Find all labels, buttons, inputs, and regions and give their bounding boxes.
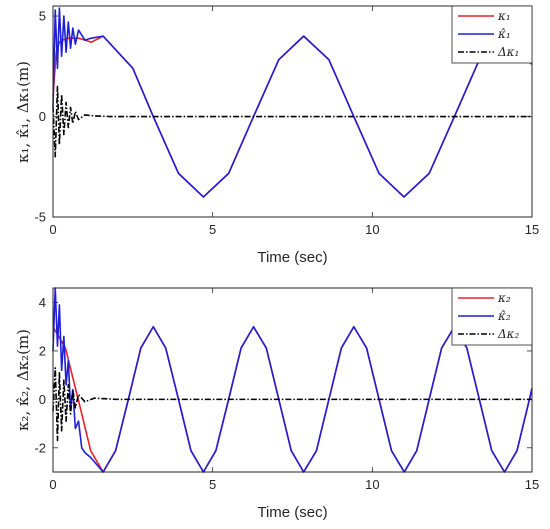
legend-label-kappa2: κ₂: [497, 291, 511, 305]
legend-top: κ₁ κ̂₁ Δκ₁: [451, 5, 533, 64]
x-tick-label-top: 5: [209, 222, 216, 237]
legend-label-kappa1-hat: κ̂₁: [497, 27, 511, 41]
series-line-estimate-top: [52, 7, 533, 198]
legend-label-kappa2-hat: κ̂₂: [497, 309, 511, 323]
x-tick-label-bottom: 15: [525, 477, 539, 492]
y-tick-label-bottom: 4: [39, 295, 46, 310]
x-tick-label-top: 15: [525, 222, 539, 237]
x-axis-label-bottom: Time (sec): [257, 504, 327, 521]
x-tick-label-top: 10: [365, 222, 379, 237]
axes-box-bottom: [52, 287, 533, 473]
y-tick-label-bottom: 2: [39, 343, 46, 358]
y-tick-label-top: 0: [39, 109, 46, 124]
legend-bottom: κ₂ κ̂₂ Δκ₂: [451, 287, 533, 346]
x-tick-label-bottom: 5: [209, 477, 216, 492]
series-line-error-top: [52, 85, 532, 158]
series-top: [52, 7, 533, 198]
chart-top: 0 5 10 15-505 Time (sec) κ₁, κ̂₁, Δκ₁(m) κ₁…: [14, 5, 539, 266]
y-tick-label-top: -5: [34, 210, 46, 225]
y-tick-label-top: 5: [39, 9, 46, 24]
x-tick-label-bottom: 10: [365, 477, 379, 492]
y-tick-label-bottom: 0: [39, 392, 46, 407]
x-tick-label-top: 0: [49, 222, 56, 237]
y-axis-label-top: κ₁, κ̂₁, Δκ₁(m): [14, 61, 32, 163]
x-tick-label-bottom: 0: [49, 477, 56, 492]
legend-label-kappa1: κ₁: [497, 9, 511, 23]
legend-label-delta-kappa2: Δκ₂: [497, 327, 520, 341]
legend-label-delta-kappa1: Δκ₁: [497, 45, 519, 59]
y-axis-label-bottom: κ₂, κ̂₂, Δκ₂(m): [14, 329, 32, 431]
ticks-bottom: 0 5 10 15 -2 0 2 4: [34, 288, 539, 492]
y-tick-label-bottom: -2: [34, 440, 46, 455]
series-line-error-bottom: [52, 367, 532, 442]
x-axis-label-top: Time (sec): [257, 249, 327, 266]
axes-box-top: [52, 5, 533, 218]
chart-bottom: 0 5 10 15 -2 0 2 4 Time (sec) κ₂, κ̂₂, Δκ₂(m) κ…: [14, 287, 539, 521]
